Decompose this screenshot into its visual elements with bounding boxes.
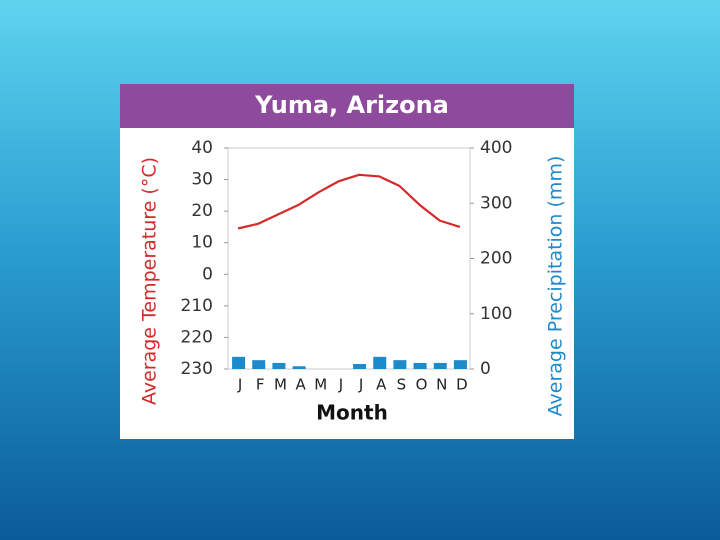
- precipitation-bar: [292, 366, 306, 369]
- y-tick-label: 0: [202, 264, 213, 284]
- chart-title: Yuma, Arizona: [254, 91, 449, 119]
- y-tick-label: 20: [191, 201, 213, 221]
- y-axis-label: Average Temperature (°C): [139, 157, 161, 405]
- x-tick-label: A: [376, 376, 387, 394]
- precipitation-bar: [453, 360, 467, 369]
- precipitation-bar: [272, 362, 286, 369]
- y2-tick-label: 200: [480, 249, 512, 269]
- y2-tick-label: 0: [480, 359, 491, 379]
- y-tick-label: 10: [191, 233, 213, 253]
- x-tick-label: F: [256, 376, 265, 394]
- x-tick-label: M: [274, 376, 287, 394]
- chart-card: [120, 84, 574, 439]
- y-tick-label: 230: [181, 359, 213, 379]
- y-tick-label: 40: [191, 138, 213, 158]
- precipitation-bar: [393, 360, 407, 369]
- y2-tick-label: 300: [480, 193, 512, 213]
- y2-tick-label: 400: [480, 138, 512, 158]
- precipitation-bar: [413, 362, 427, 369]
- y-tick-label: 30: [191, 170, 213, 190]
- x-tick-label: O: [416, 376, 428, 394]
- y2-tick-label: 100: [480, 304, 512, 324]
- x-axis-label: Month: [316, 401, 388, 425]
- x-tick-label: J: [237, 376, 242, 394]
- x-tick-label: N: [436, 376, 447, 394]
- x-tick-label: J: [358, 376, 363, 394]
- y-tick-label: 210: [181, 296, 213, 316]
- precipitation-bar: [232, 356, 246, 369]
- y2-axis-label: Average Precipitation (mm): [545, 156, 567, 417]
- x-tick-label: J: [338, 376, 343, 394]
- precipitation-bar: [373, 356, 387, 369]
- x-tick-label: S: [397, 376, 407, 394]
- precipitation-bar: [252, 360, 266, 369]
- x-tick-label: A: [295, 376, 306, 394]
- y-tick-label: 220: [181, 327, 213, 347]
- x-tick-label: M: [314, 376, 327, 394]
- precipitation-bar: [433, 362, 447, 369]
- x-tick-label: D: [456, 376, 468, 394]
- title-bar: [120, 84, 574, 128]
- temperature-line: [237, 173, 461, 230]
- precipitation-bar: [353, 364, 367, 369]
